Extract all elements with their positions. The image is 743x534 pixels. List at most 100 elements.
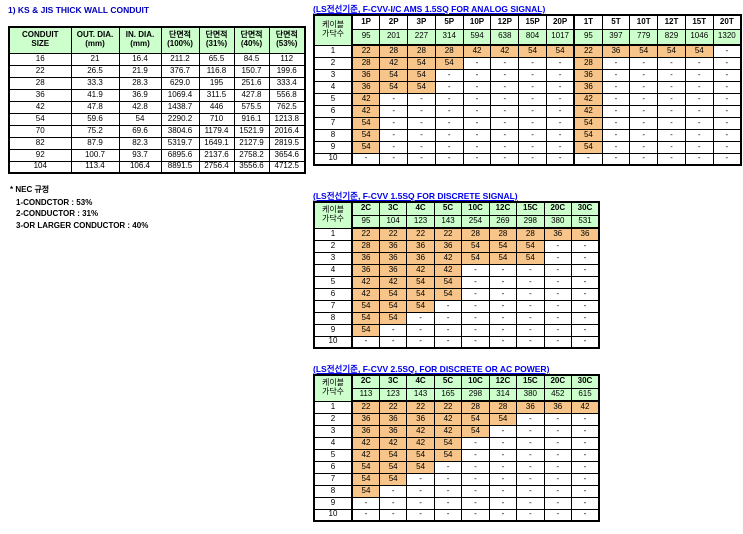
conduit-size-cell: - — [462, 56, 492, 70]
header-value-row: 113 123 143 165 298 314 380 452 615 — [314, 387, 600, 402]
conduit-size-cell: 36 — [543, 400, 573, 414]
cable-area-header: 113 — [351, 387, 380, 402]
conduit-size-cell: - — [488, 508, 518, 522]
nec-note-line: 2-CONDUCTOR : 31% — [16, 209, 99, 218]
cell: 28 — [8, 76, 72, 90]
cell: 427.8 — [233, 88, 270, 102]
cell: 376.7 — [160, 64, 200, 78]
cable-area-header: 269 — [488, 214, 518, 229]
table-row: 7 54 54 54- - - - - - — [313, 299, 600, 313]
table-row: 1 22 22 22 22 28 28 28 36 36 — [313, 227, 600, 241]
conduit-size-cell: - — [518, 80, 547, 94]
cell: 65.5 — [198, 52, 235, 66]
conduit-size-cell: - — [571, 484, 600, 498]
conduit-size-cell: - — [461, 287, 490, 301]
conduit-size-cell: - — [488, 448, 518, 462]
conduit-size-cell: - — [378, 484, 408, 498]
conduit-size-cell: - — [433, 508, 463, 522]
cell: 22 — [8, 64, 72, 78]
cable-area-header: 143 — [406, 387, 435, 402]
conduit-size-cell: 54 — [406, 448, 435, 462]
column-header: 2P — [379, 14, 409, 30]
conduit-size-cell: - — [490, 56, 520, 70]
conduit-size-cell: 28 — [351, 239, 380, 253]
conduit-size-cell: - — [488, 287, 518, 301]
cell: 195 — [198, 76, 235, 90]
conduit-size-cell: 54 — [379, 68, 409, 82]
conduit-size-cell: 54 — [378, 299, 408, 313]
table-row: 54 59.6 54 2290.2 710 916.1 1213.8 — [8, 112, 306, 126]
conduit-size-cell: - — [407, 116, 436, 130]
cell: 36 — [8, 88, 72, 102]
conduit-size-cell: 42 — [379, 56, 409, 70]
cable-area-header: 201 — [379, 28, 409, 46]
conduit-size-cell: 36 — [351, 263, 380, 277]
conduit-size-cell: - — [516, 299, 545, 313]
cable-area-header: 104 — [378, 214, 408, 229]
conduit-size-cell: - — [434, 80, 464, 94]
conduit-size-cell: 54 — [351, 460, 380, 474]
column-header: 1P — [351, 14, 381, 30]
conduit-size-cell: - — [657, 104, 686, 118]
column-header: 4C — [406, 201, 435, 216]
conduit-size-cell: - — [407, 140, 436, 154]
cell: 84.5 — [233, 52, 270, 66]
cable-area-header: 123 — [378, 387, 408, 402]
conduit-size-cell: 36 — [378, 263, 408, 277]
cell: 3654.6 — [268, 148, 306, 162]
conduit-size-cell: 42 — [351, 92, 381, 106]
column-header: OUT. DIA. (mm) — [70, 26, 120, 54]
conduit-size-cell: 28 — [488, 400, 518, 414]
column-header: 20P — [545, 14, 575, 30]
conduit-size-cell: - — [543, 448, 573, 462]
cell: 75.2 — [70, 124, 120, 138]
conduit-size-cell: - — [462, 116, 492, 130]
nec-note-line: 3-OR LARGER CONDUCTOR : 40% — [16, 220, 149, 230]
row-label: 1 — [313, 227, 353, 241]
conduit-size-cell: - — [461, 496, 490, 510]
cell: 3556.6 — [233, 160, 270, 174]
cable-area-header: 165 — [433, 387, 463, 402]
conduit-size-cell: - — [406, 484, 435, 498]
table-row: 9 54- - - - - - -54- - - - - — [313, 140, 742, 154]
conduit-size-cell: - — [434, 128, 464, 142]
table-row: 6 42 54 54 54- - - - - — [313, 287, 600, 301]
cable-area-header: 1046 — [684, 28, 714, 46]
cable-area-header: 95 — [351, 28, 381, 46]
column-header: 4C — [406, 374, 435, 389]
cell: 1069.4 — [160, 88, 200, 102]
conduit-size-cell: 36 — [378, 239, 408, 253]
cell: 6895.6 — [160, 148, 200, 162]
conduit-size-cell: - — [516, 412, 545, 426]
conduit-size-cell: - — [545, 128, 575, 142]
cable-area-header: 829 — [657, 28, 686, 46]
cable-count-corner-header: 케이블 가닥수 — [313, 201, 353, 229]
table-row: 22 26.5 21.9 376.7 116.8 150.7 199.6 — [8, 64, 306, 78]
table-row: 10- - - - - - - - - - - - - - — [313, 152, 742, 166]
column-header: 3C — [378, 201, 408, 216]
row-label: 6 — [313, 104, 353, 118]
column-header: 15C — [516, 201, 545, 216]
conduit-size-cell: - — [684, 116, 714, 130]
conduit-size-cell: - — [712, 152, 742, 166]
cell: 199.6 — [268, 64, 306, 78]
cell: 2758.2 — [233, 148, 270, 162]
conduit-size-cell: - — [461, 263, 490, 277]
conduit-size-cell: - — [516, 335, 545, 349]
conduit-size-cell: 22 — [406, 400, 435, 414]
conduit-size-cell: - — [571, 239, 600, 253]
conduit-size-cell: 42 — [433, 424, 463, 438]
conduit-size-cell: - — [571, 299, 600, 313]
conduit-size-cell: - — [543, 484, 573, 498]
conduit-size-cell: - — [351, 508, 380, 522]
table-row: 8 54- - - - - - - - — [313, 484, 600, 498]
left-table-title: 1) KS & JIS THICK WALL CONDUIT — [8, 5, 150, 15]
conduit-size-cell: - — [571, 335, 600, 349]
conduit-size-cell: - — [518, 116, 547, 130]
table-row: 7 54- - - - - - -54- - - - - — [313, 116, 742, 130]
table-row: 3 36 54 54- - - - -36- - - - - — [313, 68, 742, 82]
conduit-size-cell: - — [543, 460, 573, 474]
conduit-size-cell: - — [712, 128, 742, 142]
cell: 3804.6 — [160, 124, 200, 138]
conduit-size-cell: - — [629, 104, 659, 118]
